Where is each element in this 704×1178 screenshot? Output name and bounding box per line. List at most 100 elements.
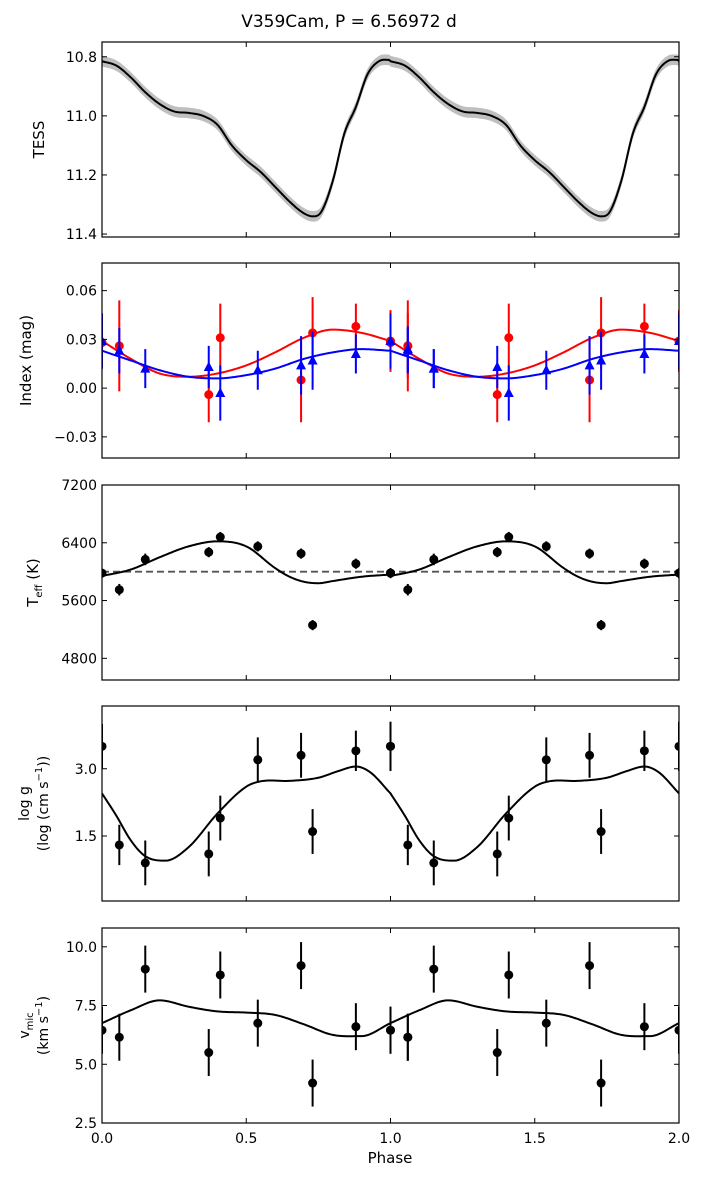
vmic-data-point bbox=[492, 1048, 502, 1058]
blue-data-point bbox=[596, 355, 607, 365]
logg-data-point bbox=[639, 746, 649, 756]
blue-data-point bbox=[307, 355, 318, 365]
vmic-data-point bbox=[386, 1025, 395, 1035]
logg-data-point bbox=[541, 755, 551, 765]
blue-data-point bbox=[385, 335, 396, 345]
y-axis-label: TESS bbox=[30, 121, 48, 160]
logg-data-point bbox=[386, 741, 395, 751]
vmic-data-point bbox=[308, 1078, 318, 1088]
vmic-data-point bbox=[215, 970, 225, 980]
vmic-data-point bbox=[102, 1025, 107, 1035]
x-tick-label: 1.0 bbox=[379, 1131, 401, 1147]
x-tick-label: 2.0 bbox=[668, 1131, 690, 1147]
y-tick-label: 7.5 bbox=[75, 999, 97, 1015]
teff-data-point bbox=[386, 568, 395, 578]
blue-data-point bbox=[252, 364, 263, 375]
blue-data-point bbox=[203, 361, 214, 371]
logg-data-point bbox=[204, 849, 214, 859]
teff-data-point bbox=[140, 554, 150, 564]
logg-data-point bbox=[585, 750, 595, 760]
teff-data-point bbox=[114, 585, 124, 595]
logg-data-point bbox=[215, 813, 225, 823]
panel-frame bbox=[101, 41, 680, 238]
blue-data-point bbox=[584, 359, 595, 370]
logg-fit-curve bbox=[102, 765, 679, 862]
teff-data-point bbox=[541, 541, 551, 551]
teff-data-point bbox=[215, 532, 225, 542]
teff-data-point bbox=[596, 620, 606, 630]
blue-data-point bbox=[674, 335, 679, 345]
panel-logg: 3.0 1.5 log g (log (cm s−1)) bbox=[17, 705, 680, 902]
vmic-data-point bbox=[253, 1018, 263, 1028]
y-tick-label: 11.0 bbox=[66, 109, 97, 125]
y-axis-label-units: (km s−1) bbox=[34, 996, 52, 1055]
red-data-point bbox=[204, 390, 214, 400]
blue-data-point bbox=[215, 387, 226, 397]
figure-title: V359Cam, P = 6.56972 d bbox=[241, 12, 457, 32]
y-tick-label: 2.5 bbox=[75, 1116, 97, 1132]
panel-tess: 10.8 11.0 11.2 11.4 TESS bbox=[30, 41, 680, 243]
teff-data-point bbox=[351, 559, 361, 569]
x-tick-label: 0.5 bbox=[235, 1131, 257, 1147]
tess-scatter-band bbox=[102, 54, 679, 222]
red-data-point bbox=[215, 333, 225, 343]
y-tick-label: 6400 bbox=[61, 536, 97, 552]
logg-data-point bbox=[674, 741, 679, 751]
y-axis-label: vmic bbox=[17, 1012, 36, 1038]
logg-data-point bbox=[504, 813, 514, 823]
logg-data-point bbox=[403, 840, 413, 850]
vmic-data-point bbox=[504, 970, 514, 980]
y-tick-label: 5600 bbox=[61, 594, 97, 610]
blue-data-point bbox=[296, 359, 307, 370]
blue-data-point bbox=[114, 345, 125, 355]
y-tick-label: 5.0 bbox=[75, 1057, 97, 1073]
logg-data-point bbox=[596, 827, 606, 837]
blue-data-point bbox=[541, 364, 552, 375]
logg-data-point bbox=[140, 858, 150, 868]
y-tick-label: 1.5 bbox=[75, 829, 97, 845]
plot-area bbox=[102, 54, 679, 222]
y-axis-label-units: (log (cm s−1)) bbox=[34, 756, 52, 851]
x-tick-label: 1.5 bbox=[524, 1131, 546, 1147]
panels: 10.8 11.0 11.2 11.4 TESS 0.06 0.03 0.00 −0.03 Ind… bbox=[17, 41, 690, 1147]
red-data-point bbox=[639, 321, 649, 331]
logg-data-point bbox=[296, 750, 306, 760]
panel-index: 0.06 0.03 0.00 −0.03 Index (mag) bbox=[17, 262, 680, 459]
blue-data-point bbox=[639, 348, 650, 358]
plot-area bbox=[102, 721, 679, 886]
teff-data-point bbox=[429, 554, 439, 564]
vmic-data-point bbox=[403, 1032, 413, 1042]
blue-data-point bbox=[492, 361, 503, 371]
logg-data-point bbox=[308, 827, 318, 837]
teff-data-point bbox=[585, 549, 595, 559]
y-tick-label: 0.06 bbox=[66, 284, 97, 300]
red-data-point bbox=[492, 390, 502, 400]
y-tick-label: 0.03 bbox=[66, 332, 97, 348]
vmic-data-point bbox=[541, 1018, 551, 1028]
teff-data-point bbox=[504, 532, 514, 542]
logg-data-point bbox=[102, 741, 107, 751]
logg-data-point bbox=[429, 858, 439, 868]
panel-vmic: 10.0 7.5 5.0 2.50.0 0.5 1.0 1.5 2.0 vmic (km s−1) bbox=[17, 927, 690, 1147]
teff-data-point bbox=[296, 549, 306, 559]
logg-data-point bbox=[253, 755, 263, 765]
blue-data-point bbox=[503, 387, 514, 397]
vmic-data-point bbox=[639, 1022, 649, 1032]
red-data-point bbox=[504, 333, 514, 343]
vmic-data-point bbox=[351, 1022, 361, 1032]
y-tick-label: 11.2 bbox=[66, 168, 97, 184]
logg-data-point bbox=[351, 746, 361, 756]
blue-data-point bbox=[140, 363, 151, 373]
teff-data-point bbox=[674, 568, 679, 578]
plot-area bbox=[102, 297, 679, 423]
vmic-data-point bbox=[429, 964, 439, 974]
vmic-data-point bbox=[674, 1025, 679, 1035]
y-tick-label: 3.0 bbox=[75, 762, 97, 778]
blue-data-point bbox=[102, 335, 107, 345]
y-tick-label: 10.0 bbox=[66, 940, 97, 956]
teff-data-point bbox=[639, 559, 649, 569]
y-axis-label: log g bbox=[17, 786, 33, 821]
y-tick-label: −0.03 bbox=[54, 430, 97, 446]
y-tick-label: 4800 bbox=[61, 651, 97, 667]
